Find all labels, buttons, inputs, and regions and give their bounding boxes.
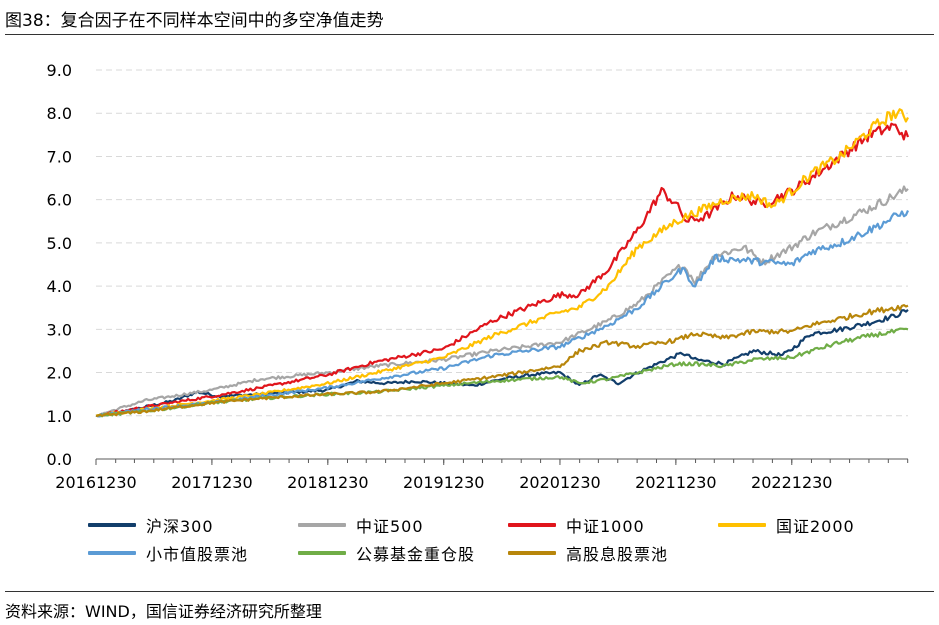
figure-title: 图38：复合因子在不同样本空间中的多空净值走势: [5, 11, 384, 31]
title-rule: [5, 34, 934, 35]
x-tick-label: 20201230: [519, 473, 600, 492]
y-tick-label: 6.0: [47, 191, 72, 210]
series-line-4: [95, 210, 910, 418]
legend-label: 公募基金重仓股: [356, 545, 476, 564]
legend-swatch: [88, 551, 136, 555]
y-tick-label: 4.0: [47, 277, 72, 296]
legend-swatch: [88, 523, 136, 527]
x-tick-label: 20181230: [287, 473, 368, 492]
legend-item: 小市值股票池: [88, 542, 248, 564]
source-rule: [5, 591, 934, 592]
y-tick-label: 5.0: [47, 234, 72, 253]
source-note: 资料来源：WIND，国信证券经济研究所整理: [5, 602, 322, 621]
x-tick-label: 20191230: [403, 473, 484, 492]
legend-item: 沪深300: [88, 514, 214, 536]
legend: 沪深300 中证500 中证1000 国证2000 小市值股票池 公募基金重仓股 高股息股票…: [88, 514, 918, 566]
series-line-0: [95, 309, 909, 418]
y-tick-label: 7.0: [47, 147, 72, 166]
legend-label: 沪深300: [146, 517, 214, 536]
legend-swatch: [298, 551, 346, 555]
series-line-1: [95, 185, 909, 417]
y-tick-label: 8.0: [47, 104, 72, 123]
legend-label: 小市值股票池: [146, 545, 249, 564]
y-tick-label: 1.0: [47, 407, 72, 426]
legend-item: 公募基金重仓股: [298, 542, 475, 564]
x-tick-label: 20211230: [635, 473, 716, 492]
legend-swatch: [298, 523, 346, 527]
x-tick-label: 20161230: [55, 473, 136, 492]
legend-item: 中证1000: [508, 514, 645, 536]
legend-swatch: [718, 523, 766, 527]
legend-item: 国证2000: [718, 514, 855, 536]
legend-swatch: [508, 523, 556, 527]
legend-label: 高股息股票池: [566, 545, 669, 564]
x-tick-label: 20221230: [751, 473, 832, 492]
y-tick-label: 2.0: [47, 364, 72, 383]
series-line-2: [95, 122, 910, 418]
series-line-3: [95, 108, 909, 417]
x-tick-label: 20171230: [171, 473, 252, 492]
y-tick-label: 9.0: [47, 61, 72, 80]
legend-label: 国证2000: [776, 517, 855, 536]
series-line-6: [95, 304, 909, 417]
y-tick-label: 0.0: [47, 450, 72, 469]
legend-item: 高股息股票池: [508, 542, 668, 564]
legend-label: 中证1000: [566, 517, 645, 536]
y-tick-label: 3.0: [47, 320, 72, 339]
legend-item: 中证500: [298, 514, 424, 536]
legend-swatch: [508, 551, 556, 555]
legend-label: 中证500: [356, 517, 424, 536]
